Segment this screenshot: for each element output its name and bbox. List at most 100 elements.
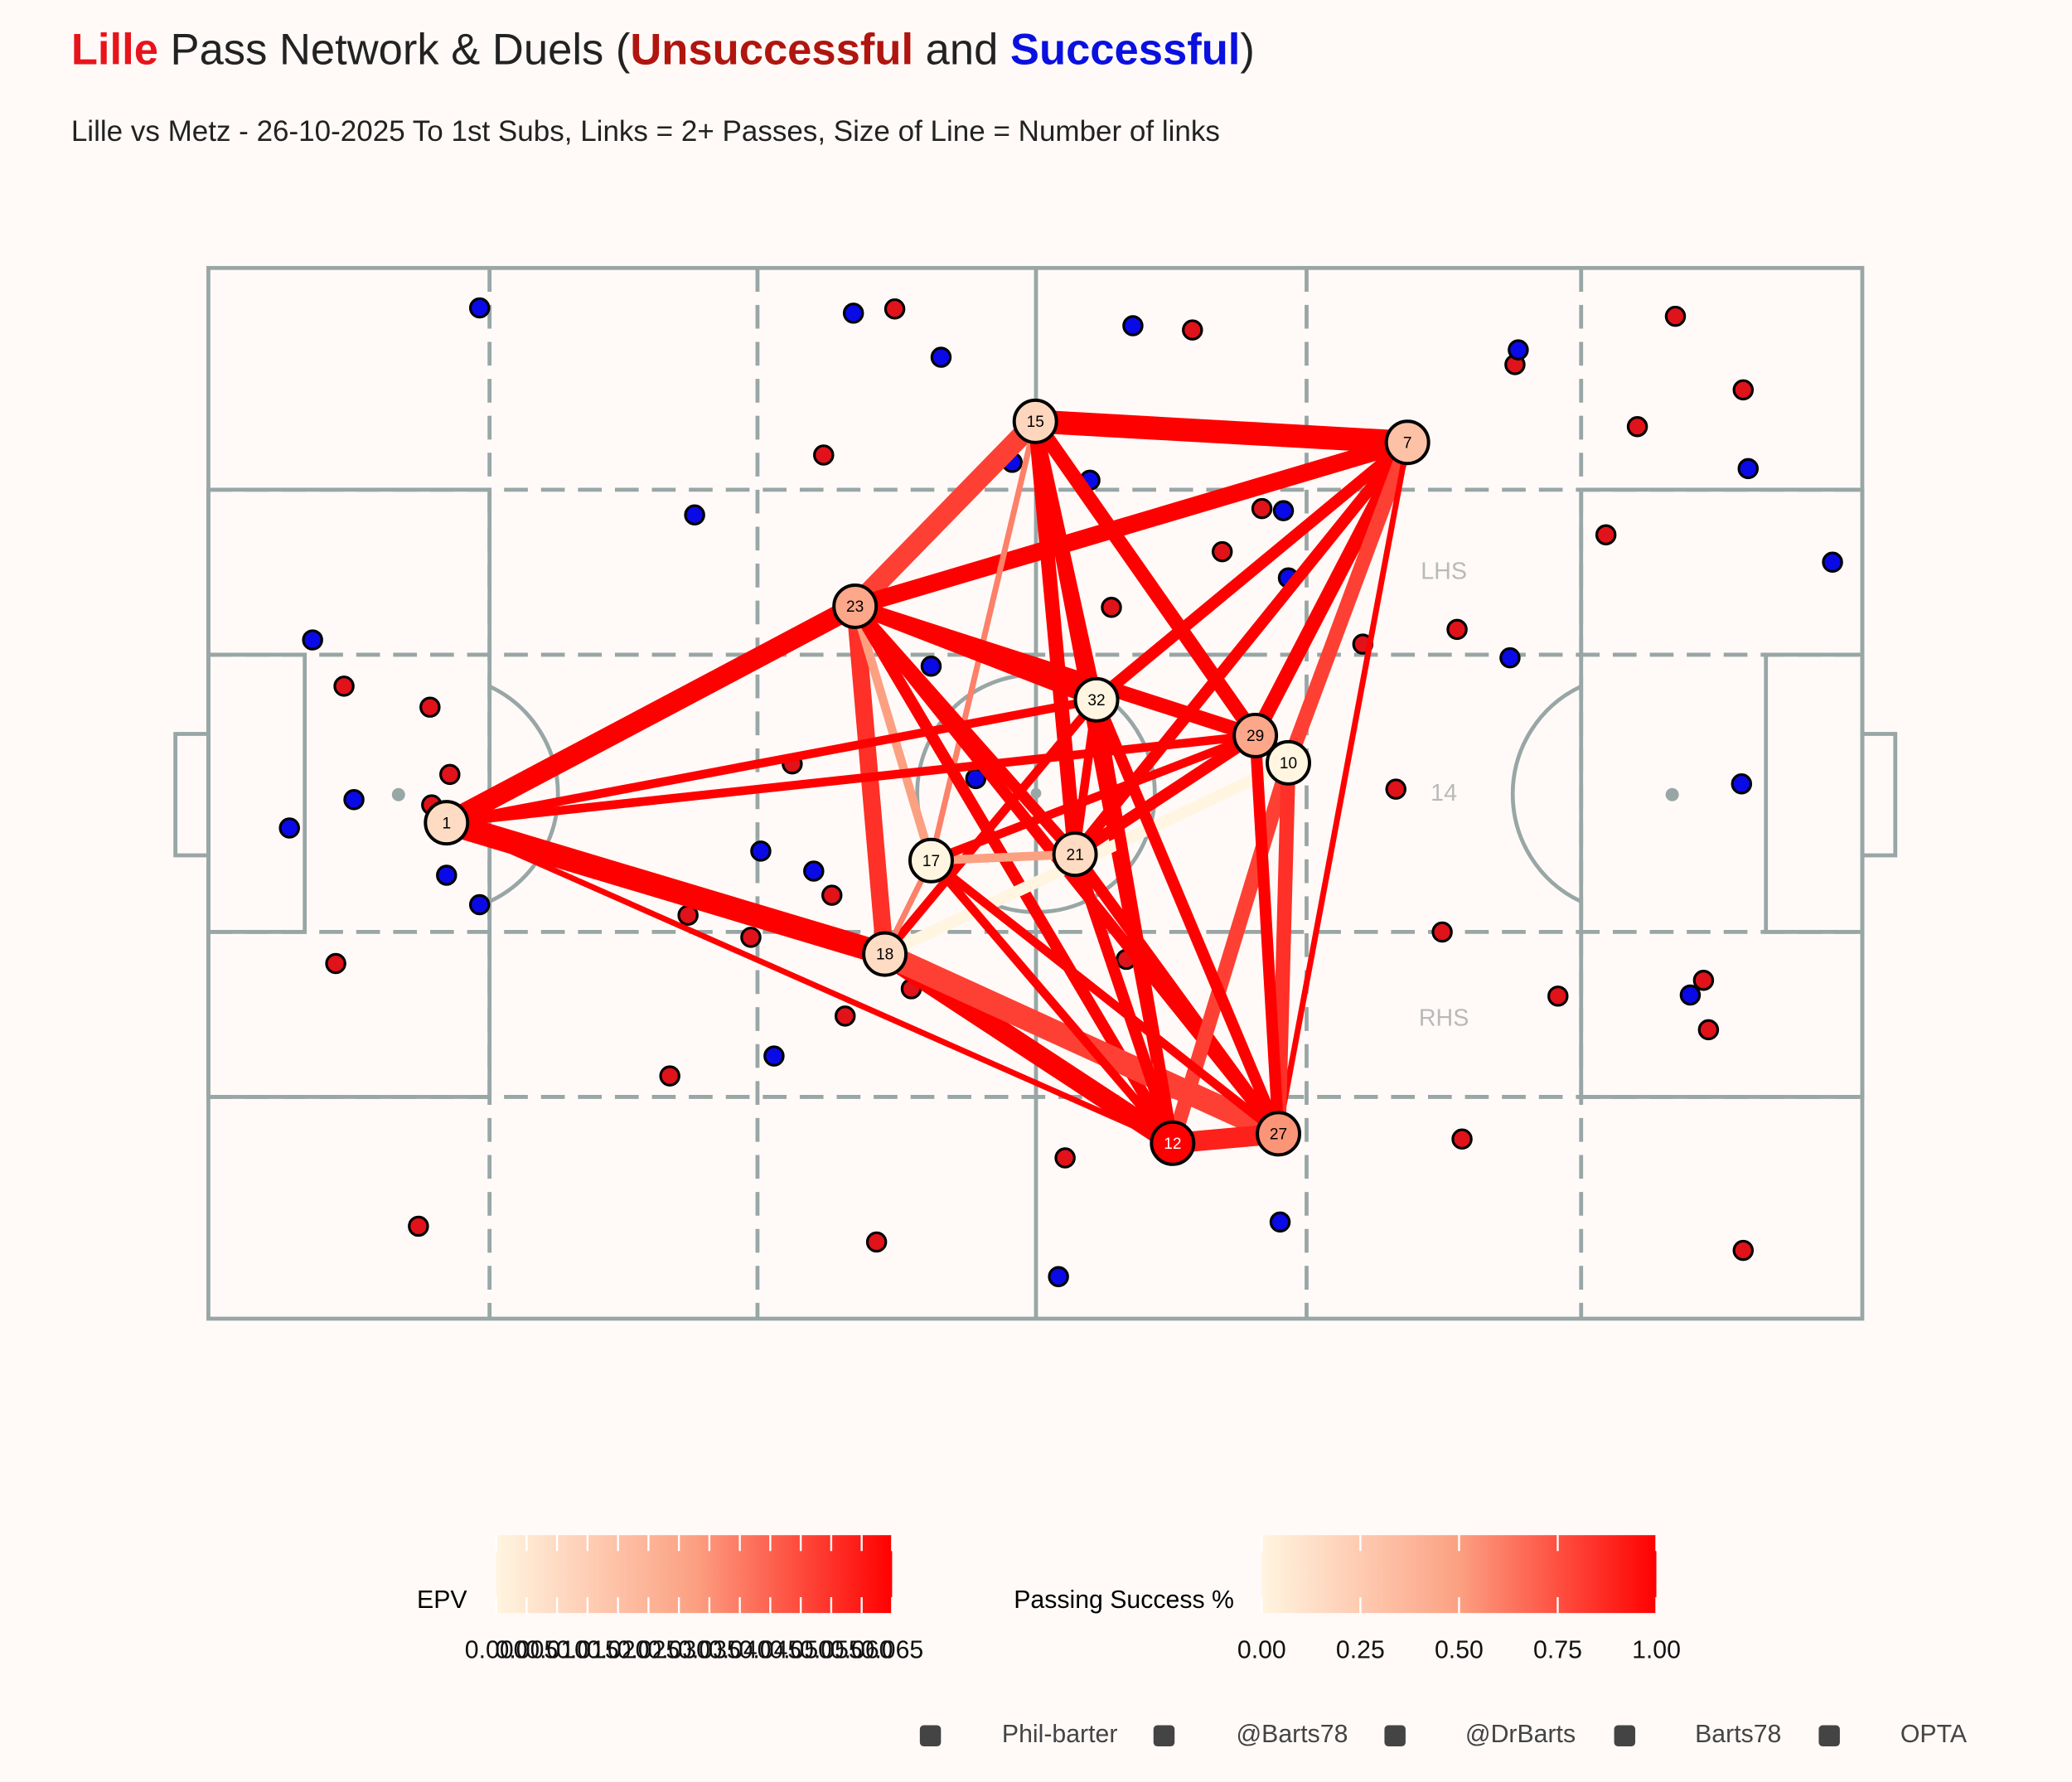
- duel-point: [1731, 772, 1753, 795]
- pass-link: [1276, 442, 1411, 1135]
- player-label: 21: [1066, 846, 1083, 864]
- duel-point: [1122, 315, 1144, 337]
- pass-link: [927, 857, 1176, 1146]
- duel-point: [1732, 379, 1755, 401]
- duels: [278, 297, 1843, 1288]
- duel-point: [1664, 305, 1687, 327]
- player-node: [1256, 1111, 1302, 1157]
- zone-label: LHS: [1421, 559, 1467, 585]
- duel-point: [659, 1065, 680, 1087]
- title-part: Pass Network & Duels (: [158, 26, 631, 75]
- pass-link: [443, 811, 888, 966]
- colorbar-label: 0.050: [769, 1636, 832, 1663]
- title-part: Lille: [71, 26, 158, 75]
- pass-link: [1165, 760, 1295, 1145]
- pass-link: [852, 433, 1411, 615]
- duel-point: [1697, 1019, 1720, 1041]
- duel-point: [684, 504, 705, 525]
- pass-link: [445, 695, 1098, 827]
- duel-point: [813, 444, 835, 466]
- duel-point: [468, 893, 491, 916]
- title-part: and: [913, 26, 1010, 75]
- duel-point: [1508, 339, 1529, 361]
- duel-point: [1547, 985, 1569, 1007]
- duel-point: [1451, 1128, 1473, 1150]
- colorbar-label: 0.50: [1435, 1636, 1484, 1663]
- player-label: 18: [876, 947, 893, 964]
- footer-icon: [919, 1725, 942, 1746]
- player-label: 27: [1270, 1126, 1287, 1144]
- duel-point: [419, 696, 441, 718]
- player-node: [1073, 676, 1120, 723]
- colorbar-label: 0.005: [496, 1636, 559, 1663]
- duel-point: [821, 884, 843, 906]
- duel-point: [436, 864, 457, 886]
- colorbar-label: 0.25: [1336, 1636, 1385, 1663]
- player-node: [832, 584, 879, 629]
- player-node: [1012, 398, 1058, 444]
- colorbar-label: 0.015: [556, 1636, 619, 1663]
- colorbar-label: 0.040: [709, 1636, 772, 1663]
- colorbar-label: 0.000: [465, 1636, 528, 1663]
- duel-point: [803, 860, 825, 882]
- duel-point: [1211, 540, 1233, 563]
- pass-link: [1091, 697, 1285, 1136]
- player-label: 1: [442, 815, 451, 832]
- colorbar: [496, 1535, 893, 1614]
- colorbar-label: 0.035: [678, 1636, 741, 1663]
- player-label: 32: [1087, 692, 1105, 709]
- duel-point: [930, 346, 952, 368]
- player-node: [424, 800, 470, 846]
- footer-text: @Barts78: [1236, 1721, 1348, 1748]
- pass-link: [1070, 699, 1101, 855]
- footer-icon: [1818, 1725, 1840, 1746]
- pass-link: [1034, 409, 1408, 454]
- subtitle: Lille vs Metz - 26-10-2025 To 1st Subs, …: [71, 115, 1220, 148]
- duel-point: [1272, 500, 1295, 521]
- title-part: Unsuccessful: [630, 26, 913, 75]
- pass-link: [853, 599, 1258, 743]
- pass-link: [1092, 438, 1411, 705]
- player-label: 7: [1403, 434, 1412, 452]
- colorbar-label: 0.020: [587, 1636, 650, 1663]
- player-label: 12: [1164, 1136, 1181, 1153]
- player-label: 15: [1027, 414, 1044, 431]
- footer: Phil-barter @Barts78 @DrBarts Barts78 OPTA: [919, 1721, 1968, 1748]
- colorbar-label: 0.00: [1237, 1636, 1286, 1663]
- duel-point: [343, 789, 365, 811]
- duel-point: [763, 1045, 785, 1067]
- footer-icon: [1614, 1725, 1636, 1746]
- duel-point: [1269, 1211, 1291, 1233]
- footer-text: @DrBarts: [1465, 1721, 1576, 1748]
- duel-point: [1737, 458, 1760, 480]
- pass-link: [1069, 852, 1179, 1145]
- player-node: [908, 837, 954, 884]
- duel-point: [278, 817, 300, 839]
- footer-icon: [1153, 1725, 1175, 1746]
- title-part: ): [1240, 26, 1254, 75]
- colorbar-label: 0.045: [739, 1636, 802, 1663]
- player-node: [1384, 419, 1431, 466]
- colorbar-label: 0.065: [861, 1636, 924, 1663]
- footer-text: OPTA: [1900, 1721, 1968, 1748]
- legend-title: EPV: [417, 1586, 467, 1614]
- duel-point: [884, 298, 906, 320]
- footer-text: Barts78: [1695, 1721, 1781, 1748]
- nodes: 1 15 7 23 32 29 10 17 21 18 12 27: [424, 398, 1431, 1166]
- duel-point: [1431, 921, 1453, 943]
- pass-link: [1070, 850, 1284, 1138]
- pass-link: [1072, 730, 1259, 860]
- duel-point: [1679, 984, 1702, 1006]
- duel-point: [408, 1215, 429, 1237]
- duel-point: [920, 656, 942, 677]
- colorbar-label: 0.030: [647, 1636, 710, 1663]
- player-label: 23: [846, 598, 864, 616]
- player-label: 29: [1247, 728, 1264, 745]
- duel-point: [842, 303, 864, 324]
- colorbar-label: 0.010: [525, 1636, 588, 1663]
- duel-point: [1054, 1147, 1076, 1169]
- pass-link: [1029, 417, 1261, 740]
- duel-point: [333, 676, 355, 697]
- player-node: [862, 931, 908, 977]
